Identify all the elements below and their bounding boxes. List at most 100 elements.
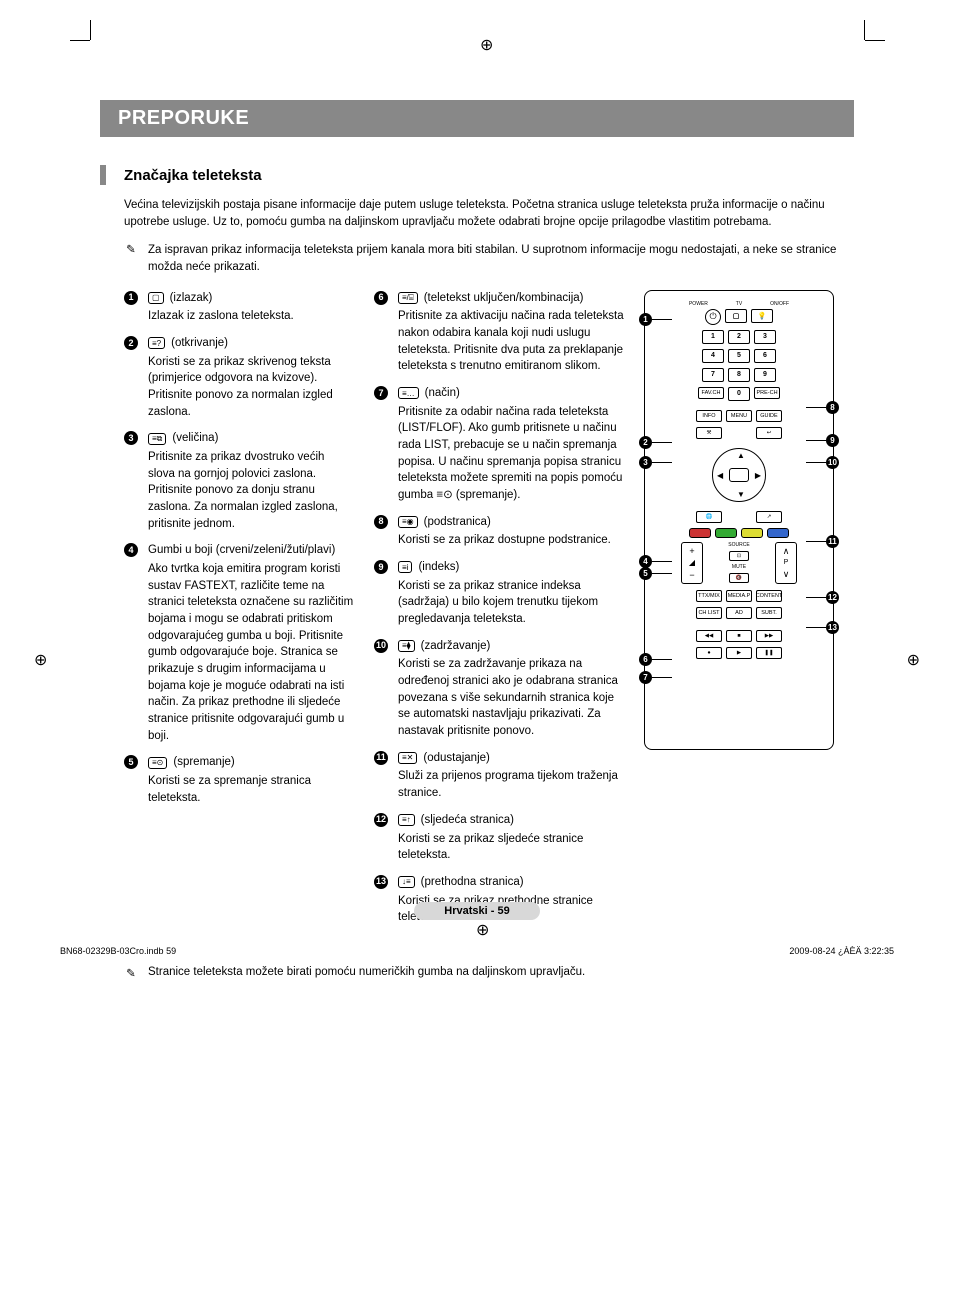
source-label: SOURCE <box>728 542 749 548</box>
callout-6: 6 <box>639 653 652 666</box>
callout-7: 7 <box>639 671 652 684</box>
num-2-button: 2 <box>728 330 750 344</box>
item-desc: Pritisnite za aktivaciju načina rada tel… <box>398 308 624 375</box>
item-number-badge: 11 <box>374 751 388 765</box>
callout-8: 8 <box>826 401 839 414</box>
item-label: (zadržavanje) <box>421 638 491 655</box>
tv-button: ▢ <box>725 309 747 323</box>
item-desc: Služi za prijenos programa tijekom traže… <box>398 768 624 801</box>
item-number-badge: 13 <box>374 875 388 889</box>
note-1: ✎ Za ispravan prikaz informacija teletek… <box>124 242 854 275</box>
dpad-zone: ▲ ▼ ◀ ▶ <box>699 445 779 505</box>
callout-11: 11 <box>826 535 839 548</box>
item-body: ≡/⌸ (teletekst uključen/kombinacija)Priti… <box>398 290 624 375</box>
footer-pill: Hrvatski - 59 <box>414 902 539 920</box>
item-desc: Koristi se za prikaz skrivenog teksta (p… <box>148 354 354 421</box>
favch-button: FAV.CH <box>698 387 724 399</box>
tools-button: ⚒ <box>696 427 722 439</box>
note-2: ✎ Stranice teleteksta možete birati pomo… <box>124 966 854 980</box>
note-icon: ✎ <box>124 242 138 275</box>
item-6: 6≡/⌸(teletekst uključen/kombinacija)Prit… <box>374 290 624 375</box>
page-root: ⊕ ⊕ ⊕ PREPORUKE Značajka teleteksta Veći… <box>0 0 954 980</box>
item-icon: ≡⊙ <box>148 757 167 769</box>
item-8: 8 ≡◉ (podstranica)Koristi se za prikaz dos… <box>374 514 624 549</box>
item-4: 4Gumbi u boji (crveni/zeleni/žuti/plavi)… <box>124 542 354 744</box>
remote-label-onoff: ON/OFF <box>770 301 789 307</box>
number-pad: 123456789 <box>675 330 803 382</box>
volume-rocker: +◢− <box>681 542 703 584</box>
ad-button: AD <box>726 607 752 619</box>
return-button: ↩ <box>756 427 782 439</box>
item-5: 5≡⊙(spremanje)Koristi se za spremanje st… <box>124 754 354 806</box>
stop-button: ■ <box>726 630 752 642</box>
item-number-badge: 8 <box>374 515 388 529</box>
item-icon: ≡… <box>398 387 419 399</box>
item-3: 3≡⧉(veličina)Pritisnite za prikaz dvostr… <box>124 430 354 532</box>
item-body: ≡⧫(zadržavanje)Koristi se za zadržavanje… <box>398 638 624 740</box>
callout-4: 4 <box>639 555 652 568</box>
item-desc: Koristi se za prikaz dostupne podstranic… <box>398 532 624 549</box>
item-1: 1▢(izlazak)Izlazak iz zaslona teleteksta… <box>124 290 354 325</box>
item-number-badge: 12 <box>374 813 388 827</box>
note-2-text: Stranice teleteksta možete birati pomoću… <box>148 966 585 980</box>
color-buttons <box>675 528 803 538</box>
item-body: ≡◉ (podstranica)Koristi se za prikaz dost… <box>398 514 624 549</box>
callout-9: 9 <box>826 434 839 447</box>
item-desc: Izlazak iz zaslona teleteksta. <box>148 308 354 325</box>
item-icon: ≡/⌸ <box>398 292 418 304</box>
callout-13: 13 <box>826 621 839 634</box>
note-icon-2: ✎ <box>124 966 138 980</box>
item-body: ≡↑(sljedeća stranica)Koristi se za prika… <box>398 812 624 864</box>
item-icon: ≡↑ <box>398 814 415 826</box>
item-label: (sljedeća stranica) <box>421 812 514 829</box>
column-right: POWER TV ON/OFF ⏻ ▢ 💡 123456789 FAV.CH 0… <box>644 290 834 936</box>
item-label: (izlazak) <box>170 290 213 307</box>
section-title-row: Značajka teleteksta <box>100 165 854 185</box>
callout-2: 2 <box>639 436 652 449</box>
header-banner: PREPORUKE <box>100 100 854 137</box>
dpad-up-icon: ▲ <box>737 451 745 460</box>
rec-button: ● <box>696 647 722 659</box>
dpad-ring: ▲ ▼ ◀ ▶ <box>712 448 766 502</box>
num-1-button: 1 <box>702 330 724 344</box>
mute-button: 🔇 <box>729 573 749 583</box>
item-icon: ≡? <box>148 337 165 349</box>
item-body: ≡…(način)Pritisnite za odabir načina rad… <box>398 385 624 504</box>
rewind-button: ◀◀ <box>696 630 722 642</box>
registration-mark-right: ⊕ <box>907 650 920 670</box>
subt-button: SUBT. <box>756 607 782 619</box>
num-0-button: 0 <box>728 387 750 401</box>
item-label: (podstranica) <box>424 514 491 531</box>
exit-button: ↗ <box>756 511 782 523</box>
ffwd-button: ▶▶ <box>756 630 782 642</box>
dpad-left-icon: ◀ <box>717 471 723 480</box>
num-7-button: 7 <box>702 368 724 382</box>
guide-button: GUIDE <box>756 410 782 422</box>
num-6-button: 6 <box>754 349 776 363</box>
item-body: ≡⊙(spremanje)Koristi se za spremanje str… <box>148 754 354 806</box>
item-label: (teletekst uključen/kombinacija) <box>424 290 584 307</box>
mute-label: MUTE <box>732 564 746 570</box>
item-9: 9≡i(indeks)Koristi se za prikaz stranice… <box>374 559 624 628</box>
prech-button: PRE-CH <box>754 387 780 399</box>
vol-ch-row: +◢− SOURCE ⊡ MUTE 🔇 ∧P∨ <box>675 542 803 584</box>
item-icon: ≡◉ <box>398 516 418 528</box>
red-button <box>689 528 711 538</box>
item-2: 2≡?(otkrivanje)Koristi se za prikaz skri… <box>124 335 354 420</box>
item-icon: ≡✕ <box>398 752 417 764</box>
green-button <box>715 528 737 538</box>
item-12: 12≡↑(sljedeća stranica)Koristi se za pri… <box>374 812 624 864</box>
internet-button: 🌐 <box>696 511 722 523</box>
num-3-button: 3 <box>754 330 776 344</box>
num-9-button: 9 <box>754 368 776 382</box>
item-body: ≡?(otkrivanje)Koristi se za prikaz skriv… <box>148 335 354 420</box>
item-body: Gumbi u boji (crveni/zeleni/žuti/plavi) A… <box>148 542 354 744</box>
item-label: Gumbi u boji (crveni/zeleni/žuti/plavi) <box>148 542 335 559</box>
item-label: (spremanje) <box>173 754 234 771</box>
item-desc: Pritisnite za prikaz dvostruko većih slo… <box>148 449 354 532</box>
item-desc: Ako tvrtka koja emitira program koristi … <box>148 561 354 744</box>
remote-diagram: POWER TV ON/OFF ⏻ ▢ 💡 123456789 FAV.CH 0… <box>644 290 834 750</box>
onoff-button: 💡 <box>751 309 773 323</box>
item-10: 10≡⧫(zadržavanje)Koristi se za zadržavan… <box>374 638 624 740</box>
dpad-right-icon: ▶ <box>755 471 761 480</box>
